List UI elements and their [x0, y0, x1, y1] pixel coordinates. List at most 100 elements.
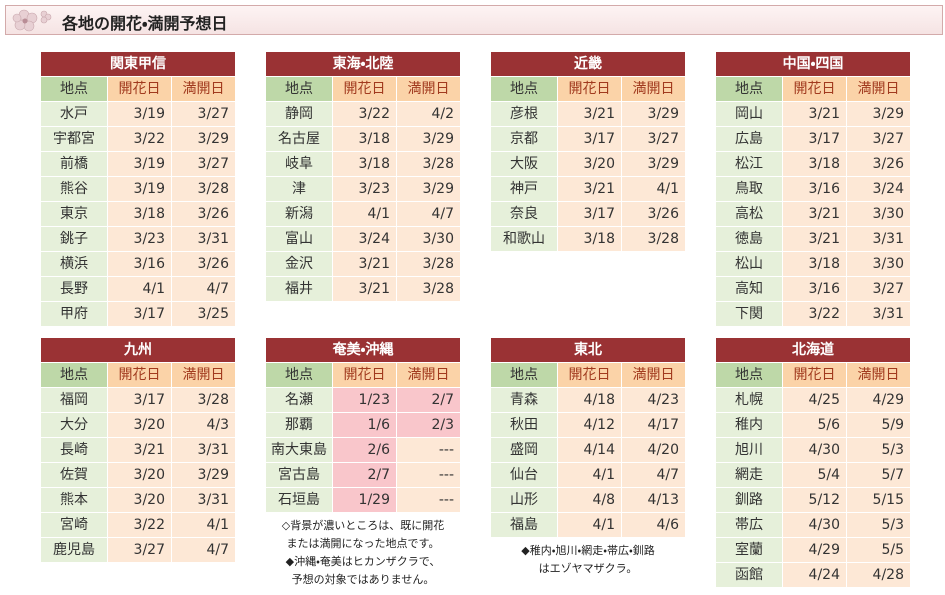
date-cell: 4/3 — [172, 413, 235, 437]
date-cell: 3/25 — [172, 302, 235, 326]
place-cell: 青森 — [491, 388, 557, 412]
date-cell: 3/23 — [333, 177, 396, 201]
date-cell: 3/24 — [333, 227, 396, 251]
date-cell: 3/26 — [172, 202, 235, 226]
date-cell: 3/26 — [847, 152, 910, 176]
place-cell: 銚子 — [41, 227, 107, 251]
place-cell: 甲府 — [41, 302, 107, 326]
place-cell: 帯広 — [716, 513, 782, 537]
date-cell: 3/31 — [172, 438, 235, 462]
date-cell: 3/21 — [783, 227, 846, 251]
place-cell: 福岡 — [41, 388, 107, 412]
place-cell: 稚内 — [716, 413, 782, 437]
date-cell: 5/9 — [847, 413, 910, 437]
note: ◆沖縄・奄美はヒカンザクラで、 — [285, 555, 441, 568]
date-cell: 3/28 — [172, 177, 235, 201]
column-header: 地点 — [266, 363, 332, 387]
date-cell: 3/17 — [108, 302, 171, 326]
note: はエゾヤマザクラ。 — [538, 562, 638, 575]
column-header: 地点 — [491, 363, 557, 387]
column-header: 開花日 — [783, 77, 846, 101]
date-cell: 4/6 — [622, 513, 685, 537]
place-cell: 室蘭 — [716, 538, 782, 562]
date-cell: 3/22 — [108, 127, 171, 151]
place-cell: 秋田 — [491, 413, 557, 437]
column-header: 地点 — [716, 77, 782, 101]
date-cell: 3/20 — [108, 488, 171, 512]
date-cell: 4/23 — [622, 388, 685, 412]
date-cell: 4/7 — [172, 538, 235, 562]
place-cell: 釧路 — [716, 488, 782, 512]
place-cell: 前橋 — [41, 152, 107, 176]
date-cell: 4/7 — [622, 463, 685, 487]
note: 予想の対象ではありません。 — [291, 573, 435, 586]
date-cell: 3/30 — [397, 227, 460, 251]
date-cell: 3/21 — [558, 177, 621, 201]
date-cell: 3/28 — [622, 227, 685, 251]
date-cell: 3/18 — [558, 227, 621, 251]
date-cell: 4/28 — [847, 563, 910, 587]
region-title: 近畿 — [491, 52, 685, 76]
date-cell: 3/22 — [783, 302, 846, 326]
date-cell: 3/22 — [108, 513, 171, 537]
place-cell: 金沢 — [266, 252, 332, 276]
column-header: 満開日 — [622, 363, 685, 387]
date-cell: 4/20 — [622, 438, 685, 462]
date-cell: 3/16 — [108, 252, 171, 276]
place-cell: 山形 — [491, 488, 557, 512]
date-cell: 3/21 — [783, 102, 846, 126]
column-header: 満開日 — [172, 363, 235, 387]
note: または満開になった地点です。 — [286, 537, 440, 550]
date-cell: 3/21 — [108, 438, 171, 462]
region-title: 関東甲信 — [41, 52, 235, 76]
column-header: 地点 — [41, 363, 107, 387]
date-cell: 3/28 — [397, 152, 460, 176]
date-cell: 4/1 — [558, 463, 621, 487]
date-cell: --- — [397, 488, 460, 512]
place-cell: 徳島 — [716, 227, 782, 251]
date-cell: 4/1 — [108, 277, 171, 301]
date-cell: 3/27 — [847, 277, 910, 301]
date-cell: 3/17 — [558, 202, 621, 226]
flower-icon — [12, 9, 52, 32]
date-cell: 3/29 — [172, 463, 235, 487]
place-cell: 南大東島 — [266, 438, 332, 462]
place-cell: 京都 — [491, 127, 557, 151]
date-cell: 4/1 — [172, 513, 235, 537]
place-cell: 福井 — [266, 277, 332, 301]
place-cell: 旭川 — [716, 438, 782, 462]
place-cell: 下関 — [716, 302, 782, 326]
date-cell: 3/30 — [847, 202, 910, 226]
region-title: 東海・北陸 — [266, 52, 460, 76]
place-cell: 大分 — [41, 413, 107, 437]
place-cell: 岡山 — [716, 102, 782, 126]
date-cell: 3/17 — [108, 388, 171, 412]
date-cell: 1/23 — [333, 388, 396, 412]
place-cell: 広島 — [716, 127, 782, 151]
date-cell: --- — [397, 438, 460, 462]
date-cell: 3/29 — [622, 102, 685, 126]
place-cell: 札幌 — [716, 388, 782, 412]
date-cell: 4/13 — [622, 488, 685, 512]
date-cell: 3/29 — [622, 152, 685, 176]
place-cell: 石垣島 — [266, 488, 332, 512]
date-cell: 3/17 — [558, 127, 621, 151]
date-cell: 4/18 — [558, 388, 621, 412]
place-cell: 水戸 — [41, 102, 107, 126]
place-cell: 松江 — [716, 152, 782, 176]
place-cell: 大阪 — [491, 152, 557, 176]
date-cell: 3/18 — [108, 202, 171, 226]
column-header: 開花日 — [558, 77, 621, 101]
date-cell: 4/29 — [783, 538, 846, 562]
column-header: 開花日 — [558, 363, 621, 387]
place-cell: 富山 — [266, 227, 332, 251]
date-cell: 2/6 — [333, 438, 396, 462]
place-cell: 那覇 — [266, 413, 332, 437]
column-header: 開花日 — [108, 77, 171, 101]
date-cell: 3/23 — [108, 227, 171, 251]
note: ◆稚内・旭川・網走・帯広・釧路 — [521, 544, 655, 557]
date-cell: 4/2 — [397, 102, 460, 126]
date-cell: 5/12 — [783, 488, 846, 512]
date-cell: 3/18 — [333, 127, 396, 151]
